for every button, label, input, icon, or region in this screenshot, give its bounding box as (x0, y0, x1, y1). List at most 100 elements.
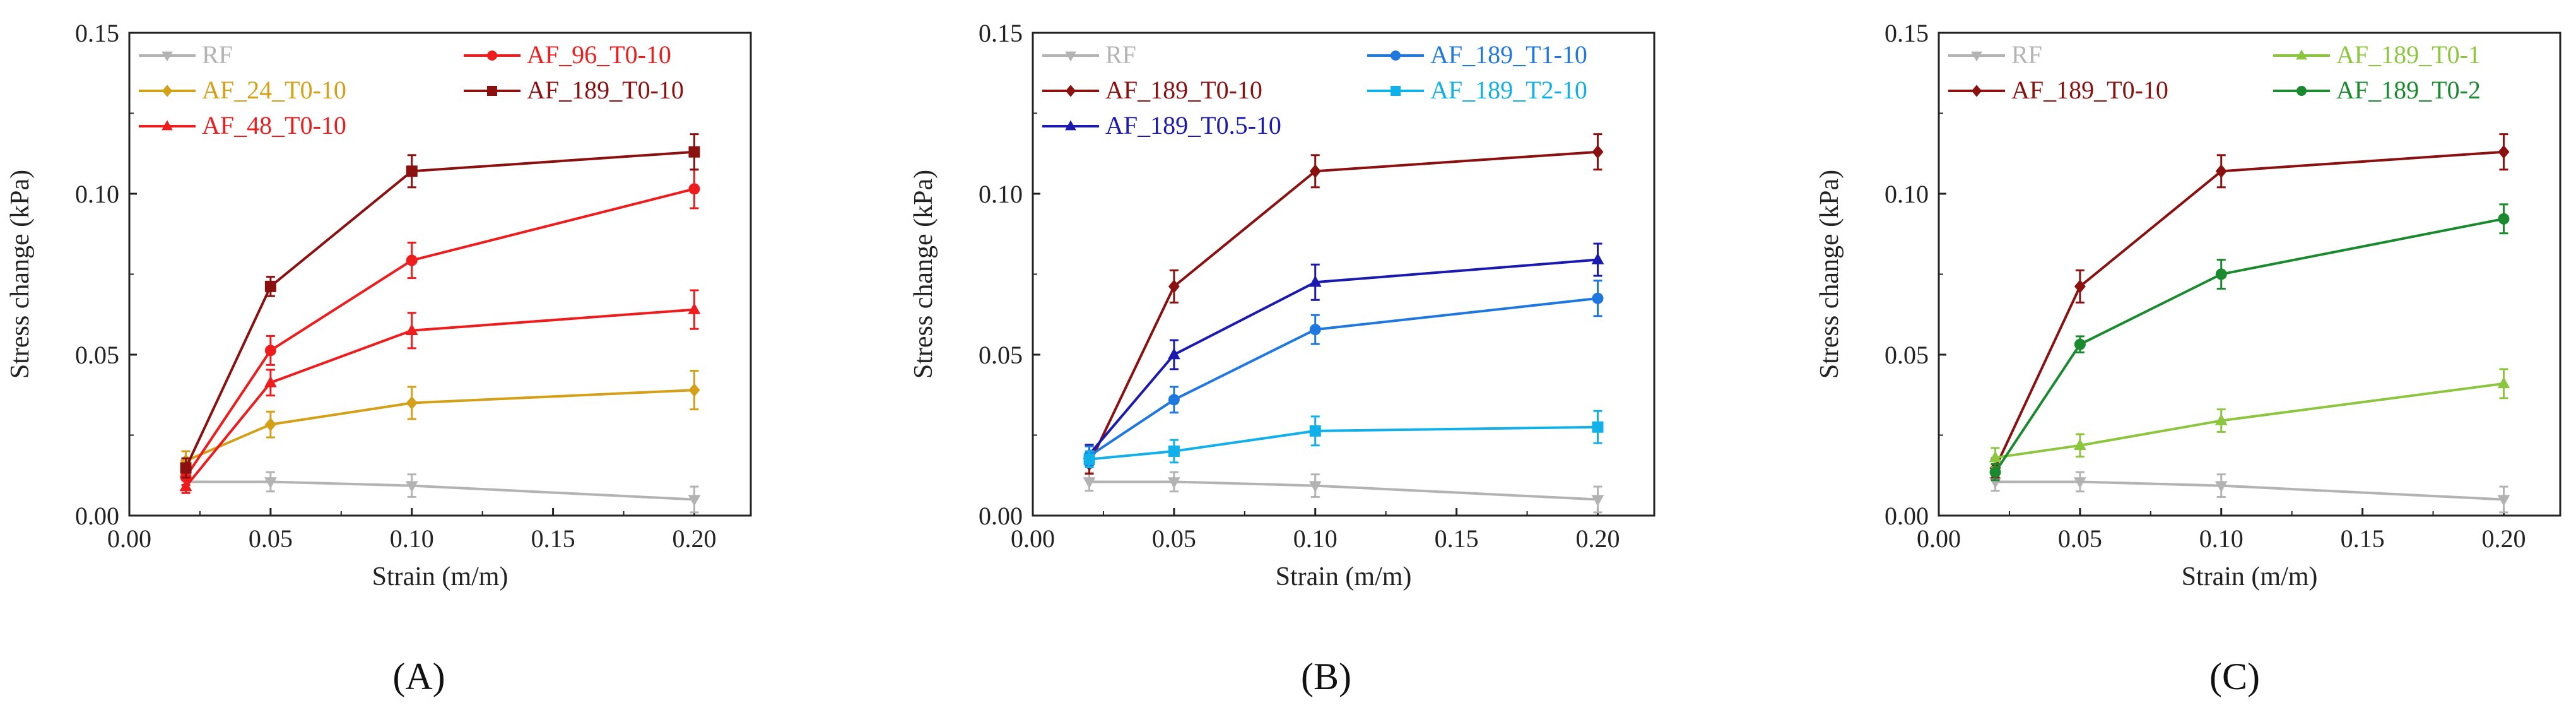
series-line (1088, 258, 1598, 456)
series-line (1994, 150, 2504, 469)
legend-entry: AF_96_T0-10 (464, 40, 671, 69)
x-tick-label: 0.10 (2199, 524, 2244, 553)
legend-label: RF (2011, 40, 2042, 69)
x-tick-label: 0.15 (531, 524, 575, 553)
data-point (264, 417, 276, 432)
series-line (1995, 480, 2504, 501)
legend-entry: AF_189_T1-10 (1367, 40, 1587, 69)
y-axis-label: Stress change (kPa) (1815, 170, 1844, 379)
panel-b-caption: (B) (1301, 656, 1351, 697)
data-point (2073, 439, 2086, 451)
x-tick-label: 0.10 (1293, 524, 1338, 553)
legend-label: AF_189_T0.5-10 (1105, 111, 1281, 139)
legend-entry: AF_189_T0-2 (2273, 76, 2481, 104)
data-point (264, 375, 277, 387)
series-RF (1083, 471, 1604, 514)
series-RF (179, 471, 701, 514)
data-point (406, 396, 418, 410)
x-tick-label: 0.20 (2481, 524, 2526, 553)
legend-label: AF_96_T0-10 (527, 40, 671, 69)
y-tick-label: 0.05 (75, 341, 119, 369)
data-point (2214, 413, 2228, 425)
legend-marker (162, 85, 172, 97)
data-point (1309, 481, 1322, 493)
data-point (1309, 324, 1321, 336)
x-axis-label: Strain (m/m) (372, 562, 509, 591)
data-point (688, 495, 701, 507)
legend-entry: AF_189_T2-10 (1367, 76, 1587, 104)
legend-entry: RF (1042, 40, 1136, 69)
y-tick-label: 0.00 (75, 502, 119, 530)
series-line (184, 308, 695, 488)
data-point (2214, 481, 2228, 493)
y-axis-label: Stress change (kPa) (909, 170, 938, 379)
legend-marker (487, 50, 497, 61)
series-line (184, 150, 695, 469)
legend-entry: AF_189_T0.5-10 (1042, 111, 1281, 139)
data-point (1591, 252, 1604, 264)
legend-marker (1971, 51, 1982, 62)
series-line (1089, 480, 1598, 501)
series-AF_189_T0-1 (1989, 368, 2510, 468)
data-point (1592, 292, 1604, 304)
y-tick-label: 0.15 (979, 19, 1023, 47)
legend-entry: AF_189_T0-10 (464, 76, 684, 104)
y-tick-label: 0.05 (1885, 341, 1929, 369)
x-tick-label: 0.05 (1152, 524, 1196, 553)
x-tick-label: 0.05 (2058, 524, 2102, 553)
x-tick-label: 0.20 (672, 524, 716, 553)
x-tick-label: 0.00 (1917, 524, 1961, 553)
panel-a-caption: (A) (392, 656, 445, 697)
plot-frame (1938, 32, 2561, 517)
legend-marker (487, 86, 497, 96)
series-RF (1989, 471, 2510, 514)
data-point (2215, 164, 2227, 179)
series-AF_189_T0-10 (1083, 133, 1604, 475)
data-point (688, 183, 700, 195)
series-AF_48_T0-10 (179, 289, 701, 494)
legend-entry: RF (139, 40, 233, 69)
legend-label: RF (202, 40, 233, 69)
data-point (180, 462, 192, 474)
data-point (1167, 477, 1180, 489)
data-point (1168, 446, 1180, 457)
series-line (185, 389, 695, 463)
series-AF_189_T1-10 (1083, 280, 1604, 467)
data-point (2498, 213, 2510, 225)
data-point (405, 481, 418, 493)
legend-marker (1972, 85, 1982, 97)
x-tick-label: 0.05 (249, 524, 293, 553)
data-point (1989, 451, 2002, 463)
legend-entry: AF_189_T0-10 (1948, 76, 2168, 104)
data-point (2498, 145, 2510, 159)
panel-c: 0.00 0.05 0.10 0.15 0.20 0.00 0.05 0.10 0.15 Stra… (1815, 19, 2561, 697)
y-tick-label: 0.10 (979, 180, 1023, 208)
legend-label: AF_189_T2-10 (1430, 76, 1587, 104)
data-point (264, 280, 276, 292)
data-point (2074, 338, 2086, 350)
data-point (2497, 377, 2510, 389)
legend-label: AF_189_T0-2 (2336, 76, 2481, 104)
data-point (406, 165, 418, 177)
legend-label: AF_189_T1-10 (1430, 40, 1587, 69)
data-point (264, 477, 277, 489)
panel-a-plot: 0.00 0.05 0.10 0.15 0.20 0.00 0.05 0.10 0.15 Stra… (6, 19, 752, 591)
series-AF_24_T0-10 (180, 370, 700, 472)
series-AF_189_T0-2 (1989, 203, 2510, 482)
data-point (1168, 280, 1180, 293)
x-axis-label: Strain (m/m) (1276, 562, 1412, 591)
x-axis-label: Strain (m/m) (2182, 562, 2318, 591)
data-point (1168, 394, 1180, 406)
legend-label: AF_189_T0-10 (2011, 76, 2168, 104)
legend-marker (162, 51, 173, 62)
panel-b: 0.00 0.05 0.10 0.15 0.20 0.00 0.05 0.10 0.15 Stra… (909, 19, 1656, 697)
y-tick-label: 0.10 (1885, 180, 1929, 208)
series-line (1995, 382, 2504, 459)
legend-label: AF_189_T0-10 (1105, 76, 1262, 104)
data-point (406, 254, 418, 266)
legend-label: RF (1105, 40, 1136, 69)
data-point (1167, 348, 1180, 360)
legend-entry: AF_189_T0-1 (2273, 40, 2481, 69)
panel-c-caption: (C) (2209, 656, 2260, 697)
